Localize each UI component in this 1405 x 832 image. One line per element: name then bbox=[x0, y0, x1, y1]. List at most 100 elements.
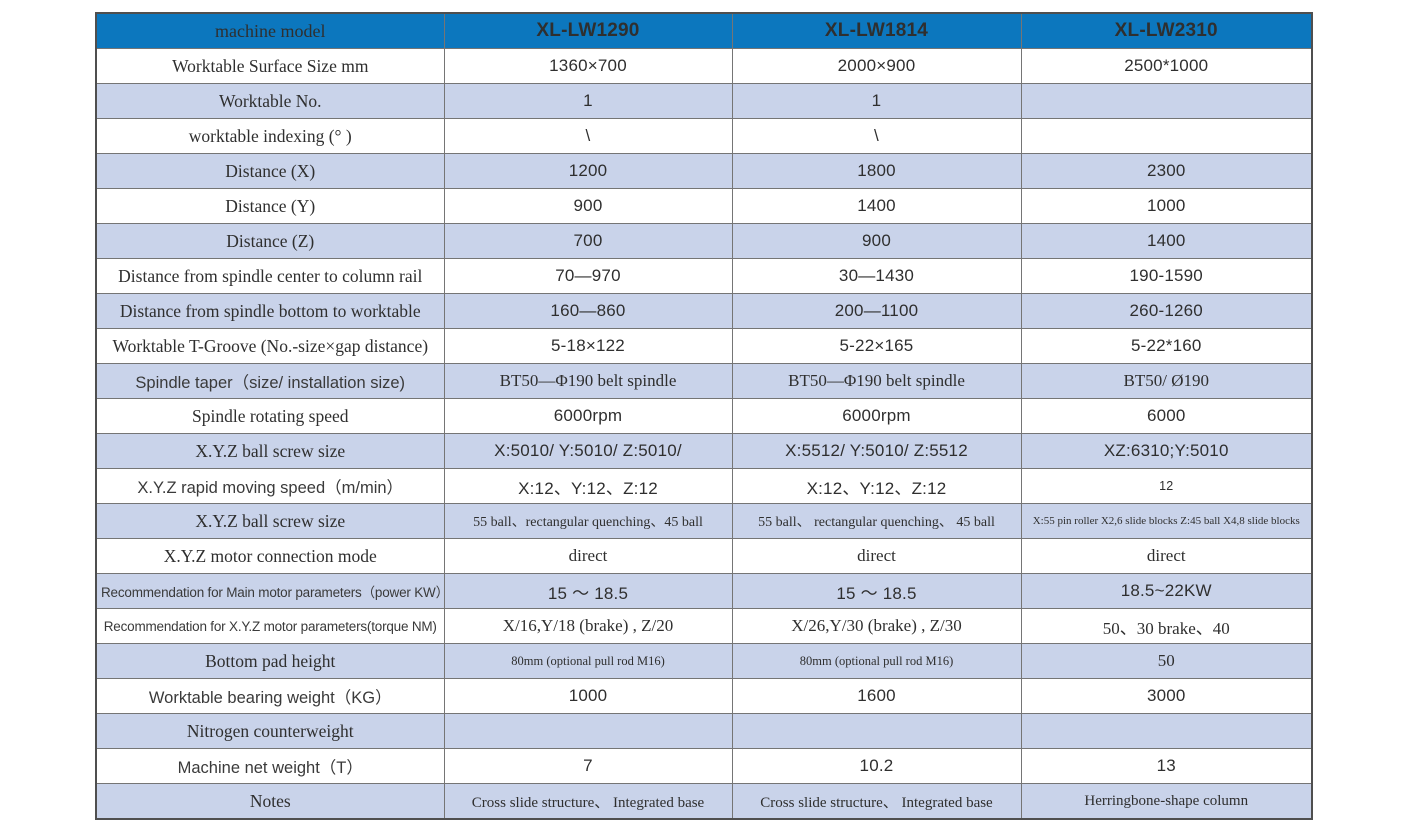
header-row: machine model XL-LW1290 XL-LW1814 XL-LW2… bbox=[95, 12, 1313, 49]
cell-value: 1 bbox=[443, 83, 733, 119]
row-label: Worktable No. bbox=[95, 83, 445, 119]
cell-value: X/26,Y/30 (brake) , Z/30 bbox=[731, 608, 1022, 644]
row-label: Worktable Surface Size mm bbox=[95, 48, 445, 84]
table-row: Worktable No. 1 1 bbox=[95, 83, 1313, 119]
cell-value: 55 ball、 rectangular quenching、 45 ball bbox=[731, 503, 1022, 539]
cell-value: \ bbox=[731, 118, 1022, 154]
table-row: Recommendation for X.Y.Z motor parameter… bbox=[95, 608, 1313, 644]
row-label: X.Y.Z ball screw size bbox=[95, 433, 445, 469]
row-label: Distance (Y) bbox=[95, 188, 445, 224]
row-label: Spindle taper（size/ installation size) bbox=[95, 363, 445, 399]
cell-value: 15 ～ 18.5 bbox=[731, 573, 1022, 609]
cell-value: 80mm (optional pull rod M16) bbox=[731, 643, 1022, 679]
cell-value: 15 ～ 18.5 bbox=[443, 573, 733, 609]
cell-value: 70—970 bbox=[443, 258, 733, 294]
row-label: Notes bbox=[95, 783, 445, 820]
cell-value: 1800 bbox=[731, 153, 1022, 189]
table-row: Distance (Z) 700 900 1400 bbox=[95, 223, 1313, 259]
cell-value: 2500*1000 bbox=[1020, 48, 1313, 84]
cell-value: 200—1100 bbox=[731, 293, 1022, 329]
cell-value: Cross slide structure、 Integrated base bbox=[731, 783, 1022, 820]
cell-value: 2300 bbox=[1020, 153, 1313, 189]
cell-value: 3000 bbox=[1020, 678, 1313, 714]
cell-value: direct bbox=[731, 538, 1022, 574]
cell-value: 12 bbox=[1020, 468, 1313, 504]
row-label: Recommendation for X.Y.Z motor parameter… bbox=[95, 608, 445, 644]
row-label: Recommendation for Main motor parameters… bbox=[95, 573, 445, 609]
row-label: worktable indexing (° ) bbox=[95, 118, 445, 154]
cell-value: X:5512/ Y:5010/ Z:5512 bbox=[731, 433, 1022, 469]
cell-value: 7 bbox=[443, 748, 733, 784]
cell-value: 6000rpm bbox=[731, 398, 1022, 434]
cell-value: 1200 bbox=[443, 153, 733, 189]
cell-value: 160—860 bbox=[443, 293, 733, 329]
row-label: Distance (X) bbox=[95, 153, 445, 189]
row-label: Worktable bearing weight（KG） bbox=[95, 678, 445, 714]
table-row: Distance (X) 1200 1800 2300 bbox=[95, 153, 1313, 189]
cell-value: BT50/ Ø190 bbox=[1020, 363, 1313, 399]
table-row: Notes Cross slide structure、 Integrated b… bbox=[95, 783, 1313, 820]
row-label: Distance from spindle bottom to worktabl… bbox=[95, 293, 445, 329]
table-row: Spindle rotating speed 6000rpm 6000rpm 6000 bbox=[95, 398, 1313, 434]
column-header-xl-lw1290: XL-LW1290 bbox=[443, 12, 733, 49]
cell-value: 18.5~22KW bbox=[1020, 573, 1313, 609]
cell-value: Cross slide structure、 Integrated base bbox=[443, 783, 733, 820]
cell-value: X:12、Y:12、Z:12 bbox=[443, 468, 733, 504]
table-row: Distance from spindle center to column r… bbox=[95, 258, 1313, 294]
spec-table: machine model XL-LW1290 XL-LW1814 XL-LW2… bbox=[95, 12, 1313, 820]
cell-value bbox=[443, 713, 733, 749]
row-label: Nitrogen counterweight bbox=[95, 713, 445, 749]
cell-value: \ bbox=[443, 118, 733, 154]
cell-value: 50、30 brake、40 bbox=[1020, 608, 1313, 644]
row-label: X.Y.Z motor connection mode bbox=[95, 538, 445, 574]
row-label: X.Y.Z ball screw size bbox=[95, 503, 445, 539]
cell-value: BT50—Φ190 belt spindle bbox=[443, 363, 733, 399]
row-label: Distance from spindle center to column r… bbox=[95, 258, 445, 294]
row-label: Distance (Z) bbox=[95, 223, 445, 259]
cell-value: direct bbox=[1020, 538, 1313, 574]
cell-value: 10.2 bbox=[731, 748, 1022, 784]
cell-value: X:5010/ Y:5010/ Z:5010/ bbox=[443, 433, 733, 469]
cell-value: 13 bbox=[1020, 748, 1313, 784]
table-row: Bottom pad height 80mm (optional pull rod… bbox=[95, 643, 1313, 679]
table-row: Worktable T-Groove (No.-size×gap distanc… bbox=[95, 328, 1313, 364]
table-row: Recommendation for Main motor parameters… bbox=[95, 573, 1313, 609]
cell-value: 5-22×165 bbox=[731, 328, 1022, 364]
row-label: Machine net weight（T） bbox=[95, 748, 445, 784]
table-row: Spindle taper（size/ installation size) BT… bbox=[95, 363, 1313, 399]
cell-value: 5-18×122 bbox=[443, 328, 733, 364]
table-row: worktable indexing (° ) \ \ bbox=[95, 118, 1313, 154]
cell-value: 5-22*160 bbox=[1020, 328, 1313, 364]
cell-value: X:12、Y:12、Z:12 bbox=[731, 468, 1022, 504]
cell-value: 1000 bbox=[443, 678, 733, 714]
cell-value: 900 bbox=[731, 223, 1022, 259]
cell-value: 55 ball、rectangular quenching、45 ball bbox=[443, 503, 733, 539]
spec-table-body: Worktable Surface Size mm 1360×700 2000×90… bbox=[95, 48, 1313, 820]
cell-value: XZ:6310;Y:5010 bbox=[1020, 433, 1313, 469]
cell-value: X/16,Y/18 (brake) , Z/20 bbox=[443, 608, 733, 644]
cell-value bbox=[731, 713, 1022, 749]
cell-value: BT50—Φ190 belt spindle bbox=[731, 363, 1022, 399]
cell-value: 80mm (optional pull rod M16) bbox=[443, 643, 733, 679]
cell-value: 1000 bbox=[1020, 188, 1313, 224]
cell-value: 900 bbox=[443, 188, 733, 224]
table-row: X.Y.Z ball screw size 55 ball、rectangular… bbox=[95, 503, 1313, 539]
cell-value: 190-1590 bbox=[1020, 258, 1313, 294]
table-row: Machine net weight（T） 7 10.2 13 bbox=[95, 748, 1313, 784]
row-label: X.Y.Z rapid moving speed（m/min） bbox=[95, 468, 445, 504]
cell-value: 1600 bbox=[731, 678, 1022, 714]
cell-value: 700 bbox=[443, 223, 733, 259]
cell-value: 1400 bbox=[731, 188, 1022, 224]
table-row: X.Y.Z ball screw size X:5010/ Y:5010/ Z:5… bbox=[95, 433, 1313, 469]
cell-value bbox=[1020, 118, 1313, 154]
header-machine-model-label: machine model bbox=[95, 12, 445, 49]
cell-value: X:55 pin roller X2,6 slide blocks Z:45 b… bbox=[1020, 503, 1313, 539]
table-row: Worktable bearing weight（KG） 1000 1600 3000 bbox=[95, 678, 1313, 714]
machine-spec-table: machine model XL-LW1290 XL-LW1814 XL-LW2… bbox=[95, 12, 1313, 820]
cell-value: 6000 bbox=[1020, 398, 1313, 434]
cell-value: 30—1430 bbox=[731, 258, 1022, 294]
cell-value: 1400 bbox=[1020, 223, 1313, 259]
column-header-xl-lw2310: XL-LW2310 bbox=[1020, 12, 1313, 49]
cell-value: 50 bbox=[1020, 643, 1313, 679]
cell-value: direct bbox=[443, 538, 733, 574]
